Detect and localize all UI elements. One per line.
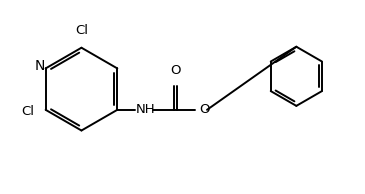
- Text: O: O: [171, 64, 181, 77]
- Text: Cl: Cl: [75, 24, 88, 37]
- Text: NH: NH: [136, 103, 156, 116]
- Text: Cl: Cl: [21, 105, 34, 118]
- Text: N: N: [35, 59, 45, 74]
- Text: O: O: [199, 103, 210, 116]
